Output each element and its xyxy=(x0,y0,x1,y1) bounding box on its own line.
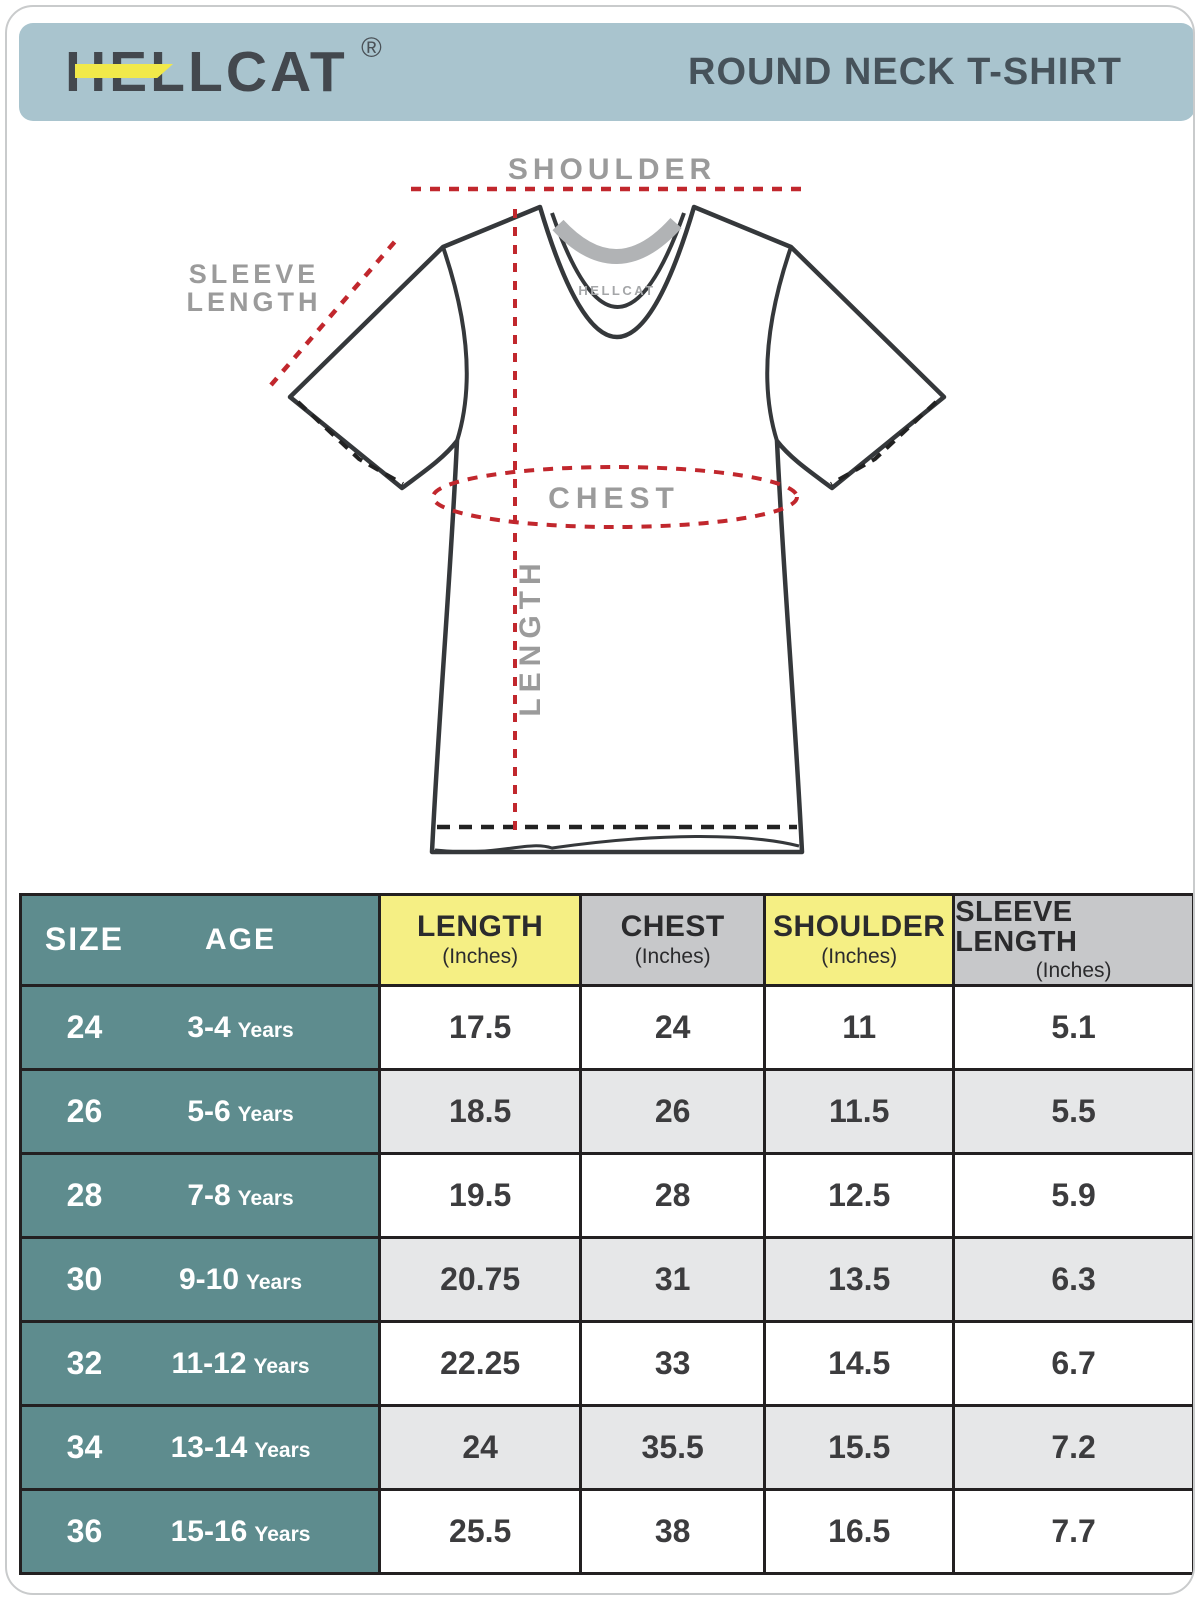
chest-cell: 38 xyxy=(579,1488,764,1572)
brand-stripe-accent xyxy=(75,64,173,78)
length-label: LENGTH xyxy=(514,557,547,716)
size-value: 34 xyxy=(66,1429,103,1465)
chest-cell: 24 xyxy=(579,984,764,1068)
chest-cell: 28 xyxy=(579,1152,764,1236)
age-value: 7-8 Years xyxy=(187,1178,294,1212)
table-header-size-age: SIZE AGE xyxy=(22,896,379,984)
length-cell: 24 xyxy=(378,1404,580,1488)
age-value: 9-10 Years xyxy=(178,1262,303,1296)
table-header-chest: CHEST (Inches) xyxy=(579,896,764,984)
chest-cell: 33 xyxy=(579,1320,764,1404)
table-row-size-age: 32 11-12 Years xyxy=(22,1320,379,1404)
length-cell: 25.5 xyxy=(378,1488,580,1572)
sleeve-length-cell: 5.5 xyxy=(952,1068,1192,1152)
size-value: 28 xyxy=(66,1177,103,1213)
age-value: 5-6 Years xyxy=(187,1094,294,1128)
shoulder-cell: 16.5 xyxy=(763,1488,953,1572)
table-row-size-age: 36 15-16 Years xyxy=(22,1488,379,1572)
table-header-shoulder: SHOULDER (Inches) xyxy=(763,896,953,984)
tshirt-outline: HELLCAT xyxy=(287,204,947,855)
sleeve-length-cell: 7.2 xyxy=(952,1404,1192,1488)
measurement-lines xyxy=(269,186,807,839)
length-cell: 20.75 xyxy=(378,1236,580,1320)
shoulder-label: SHOULDER xyxy=(508,153,716,186)
size-value: 32 xyxy=(66,1345,103,1381)
age-value: 15-16 Years xyxy=(170,1514,311,1548)
shoulder-cell: 13.5 xyxy=(763,1236,953,1320)
collar-brand-label: HELLCAT xyxy=(578,283,655,298)
length-cell: 17.5 xyxy=(378,984,580,1068)
shoulder-cell: 14.5 xyxy=(763,1320,953,1404)
sleeve-measure-line xyxy=(269,236,400,387)
collar-band xyxy=(552,217,682,264)
tshirt-measurement-diagram: HELLCAT SHOULDER SLEEVE LENGTH CHEST LEN… xyxy=(7,121,1193,893)
size-value: 26 xyxy=(66,1093,103,1129)
shoulder-cell: 12.5 xyxy=(763,1152,953,1236)
size-chart-card: HELLCAT ® ROUND NECK T-SHIRT HELLCAT xyxy=(5,5,1195,1595)
sleeve-length-label-line1: SLEEVE xyxy=(189,259,320,289)
sleeve-length-cell: 7.7 xyxy=(952,1488,1192,1572)
length-cell: 22.25 xyxy=(378,1320,580,1404)
brand-logo: HELLCAT ® xyxy=(65,33,382,101)
size-value: 36 xyxy=(66,1513,103,1549)
left-sleeve-stitch-line xyxy=(296,400,404,486)
right-sleeve-stitch-line xyxy=(830,400,938,486)
size-value: 30 xyxy=(66,1261,103,1297)
table-row-size-age: 34 13-14 Years xyxy=(22,1404,379,1488)
table-row-size-age: 24 3-4 Years xyxy=(22,984,379,1068)
age-value: 13-14 Years xyxy=(170,1430,311,1464)
chest-measure-ellipse xyxy=(431,465,799,529)
age-value: 3-4 Years xyxy=(187,1010,294,1044)
table-header-sleeve-length: SLEEVE LENGTH (Inches) xyxy=(952,896,1192,984)
chest-label: CHEST xyxy=(548,482,680,515)
sleeve-length-cell: 6.7 xyxy=(952,1320,1192,1404)
chest-cell: 31 xyxy=(579,1236,764,1320)
length-cell: 18.5 xyxy=(378,1068,580,1152)
sleeve-length-cell: 5.9 xyxy=(952,1152,1192,1236)
size-value: 24 xyxy=(66,1009,103,1045)
size-column-header: SIZE xyxy=(44,921,124,958)
table-header-length: LENGTH (Inches) xyxy=(378,896,580,984)
chest-cell: 35.5 xyxy=(579,1404,764,1488)
shoulder-cell: 15.5 xyxy=(763,1404,953,1488)
table-row-size-age: 28 7-8 Years xyxy=(22,1152,379,1236)
sleeve-length-cell: 6.3 xyxy=(952,1236,1192,1320)
shoulder-cell: 11.5 xyxy=(763,1068,953,1152)
age-value: 11-12 Years xyxy=(171,1346,310,1380)
age-column-header: AGE xyxy=(205,923,277,956)
page-title: ROUND NECK T-SHIRT xyxy=(688,50,1122,93)
header-bar: HELLCAT ® ROUND NECK T-SHIRT xyxy=(19,23,1193,121)
sleeve-length-cell: 5.1 xyxy=(952,984,1192,1068)
table-row-size-age: 30 9-10 Years xyxy=(22,1236,379,1320)
length-cell: 19.5 xyxy=(378,1152,580,1236)
sleeve-length-label-line2: LENGTH xyxy=(187,287,322,317)
registered-trademark-mark: ® xyxy=(361,31,382,63)
shoulder-cell: 11 xyxy=(763,984,953,1068)
size-table: SIZE AGE LENGTH (Inches) CHEST (Inches) … xyxy=(19,893,1193,1575)
chest-cell: 26 xyxy=(579,1068,764,1152)
table-row-size-age: 26 5-6 Years xyxy=(22,1068,379,1152)
